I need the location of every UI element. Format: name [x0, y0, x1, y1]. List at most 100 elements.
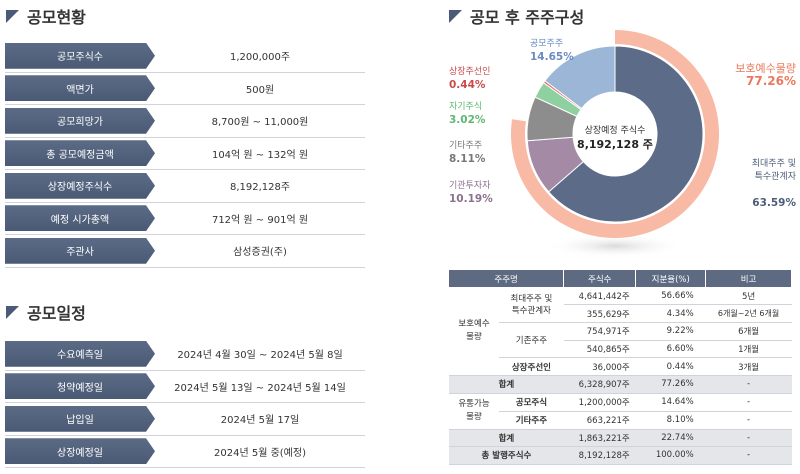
- section-marker-icon: [449, 9, 462, 23]
- sum1-pct: 77.26%: [635, 375, 706, 394]
- schedule-row: 청약예정일 2024년 5월 13일 ~ 2024년 5월 14일: [5, 371, 365, 403]
- schedule-row: 납입일 2024년 5월 17일: [5, 403, 365, 436]
- offering-row: 공모희망가 8,700원 ~ 11,000원: [5, 105, 365, 138]
- free-row0-shares: 1,200,000주: [563, 393, 636, 412]
- lockup-group-cell: 보호예수 물량 최대주주 및 특수관계자 기존주주 상장주선인: [449, 287, 564, 376]
- offering-label: 총 공모예정금액: [5, 140, 155, 167]
- label-public-name: 공모주주: [530, 39, 564, 49]
- free-row1-label: 기타주주: [515, 416, 548, 427]
- label-lockup-name: 보호예수물량: [735, 62, 796, 75]
- row3-pct: 6.60%: [635, 340, 706, 359]
- offering-title-text: 공모현황: [27, 8, 86, 27]
- offering-value: 8,700원 ~ 11,000원: [211, 117, 309, 129]
- offering-row: 예정 시가총액 712억 원 ~ 901억 원: [5, 203, 365, 235]
- offering-row: 주관사 삼성증권(주): [5, 235, 365, 268]
- row1-pct: 4.34%: [635, 304, 706, 323]
- label-public: 공모주주 14.65%: [530, 38, 574, 64]
- row3-note: 1개월: [705, 340, 792, 359]
- total-label: 총 발행주식수: [449, 446, 564, 465]
- offering-value: 8,192,128주: [229, 182, 291, 194]
- row0-pct: 56.66%: [635, 287, 706, 306]
- label-other: 기타주주 8.11%: [449, 140, 485, 166]
- row2-shares: 754,971주: [563, 322, 636, 341]
- offering-value: 삼성증권(주): [233, 247, 287, 259]
- adv-label: 상장주선인: [511, 362, 551, 373]
- label-treasury-name: 자기주식: [449, 102, 483, 112]
- schedule-table: 수요예측일 2024년 4월 30일 ~ 2024년 5월 8일 청약예정일 2024…: [5, 338, 365, 468]
- offering-label: 상장예정주식수: [5, 172, 155, 199]
- row2-pct: 9.22%: [635, 322, 706, 341]
- composition-title-text: 공모 후 주주구성: [470, 8, 585, 27]
- header-holder: 주주명: [449, 270, 565, 287]
- label-lockup: 보호예수물량 77.26%: [718, 62, 796, 88]
- free-row1-shares: 663,221주: [563, 411, 636, 430]
- schedule-value: 2024년 5월 중(예정): [214, 447, 306, 459]
- header-note: 비고: [705, 270, 792, 287]
- schedule-section-title: 공모일정: [6, 300, 86, 324]
- free-row1-pct: 8.10%: [635, 411, 706, 430]
- label-lockup-pct: 77.26%: [746, 74, 796, 88]
- row0-shares: 4,641,442주: [563, 287, 636, 306]
- table-row: 보호예수 물량 최대주주 및 특수관계자 기존주주 상장주선인 4,641,44…: [449, 287, 792, 376]
- table-row: 754,971주 9.22% 6개월: [449, 322, 792, 341]
- label-treasury-pct: 3.02%: [449, 114, 486, 126]
- header-pct: 지분율(%): [635, 270, 707, 287]
- table-row-sum2: 합계 1,863,221주 22.74% -: [449, 429, 792, 448]
- offering-label: 예정 시가총액: [5, 205, 155, 232]
- schedule-label: 상장예정일: [5, 438, 155, 465]
- label-major: 최대주주 및 특수관계자 63.59%: [740, 145, 796, 223]
- offering-value: 1,200,000주: [229, 52, 291, 64]
- row4-shares: 36,000주: [563, 357, 636, 376]
- row4-note: 3개월: [705, 357, 792, 376]
- sum1-shares: 6,328,907주: [563, 375, 636, 394]
- header-shares: 주식수: [563, 270, 637, 287]
- label-inst-pct: 10.19%: [449, 193, 493, 205]
- row2-note: 6개월: [705, 322, 792, 341]
- free-row1-note: -: [705, 411, 792, 430]
- total-shares: 8,192,128주: [563, 446, 636, 465]
- offering-row: 공모주식수 1,200,000주: [5, 40, 365, 73]
- schedule-label: 수요예측일: [5, 340, 155, 367]
- shareholder-table: 주주명 주식수 지분율(%) 비고 보호예수 물량 최대주주 및 특수관계자 기…: [449, 270, 792, 465]
- offering-value: 500원: [245, 84, 275, 96]
- total-note: -: [705, 446, 792, 465]
- row4-pct: 0.44%: [635, 357, 706, 376]
- schedule-value: 2024년 5월 13일 ~ 2024년 5월 14일: [174, 382, 346, 394]
- sum2-label: 합계: [449, 429, 564, 448]
- table-row-sum1: 합계 6,328,907주 77.26% -: [449, 375, 792, 394]
- schedule-label: 청약예정일: [5, 373, 155, 400]
- offering-value: 104억 원 ~ 132억 원: [211, 149, 309, 161]
- section-marker-icon: [6, 9, 19, 23]
- free-row0-label: 공모주식: [499, 394, 564, 412]
- label-public-pct: 14.65%: [530, 51, 574, 63]
- sum2-pct: 22.74%: [635, 429, 706, 448]
- label-major-pct: 63.59%: [752, 197, 796, 209]
- center-value: 8,192,128 주: [577, 138, 653, 151]
- free-group-cell: 유통가능 물량 공모주식 기타주주: [449, 393, 564, 430]
- sum2-note: -: [705, 429, 792, 448]
- label-listed-adv-pct: 0.44%: [449, 79, 486, 91]
- table-row: 540,865주 6.60% 1개월: [449, 340, 792, 359]
- row1-shares: 355,629주: [563, 304, 636, 323]
- sum1-label: 합계: [449, 375, 564, 394]
- label-listed-adv: 상장주선인 0.44%: [449, 66, 490, 92]
- section-marker-icon: [6, 305, 19, 319]
- row1-note: 6개월~2년 6개월: [705, 304, 792, 323]
- major-label: 최대주주 및 특수관계자: [499, 287, 564, 323]
- existing-label: 기존주주: [499, 323, 564, 358]
- schedule-title-text: 공모일정: [27, 304, 86, 323]
- shareholder-donut-chart: 상장예정 주식수 8,192,128 주: [511, 30, 719, 258]
- sum1-note: -: [705, 375, 792, 394]
- schedule-row: 상장예정일 2024년 5월 중(예정): [5, 436, 365, 468]
- row0-note: 5년: [705, 287, 792, 306]
- offering-row: 총 공모예정금액 104억 원 ~ 132억 원: [5, 138, 365, 170]
- table-row-total: 총 발행주식수 8,192,128주 100.00% -: [449, 446, 792, 465]
- schedule-row: 수요예측일 2024년 4월 30일 ~ 2024년 5월 8일: [5, 338, 365, 371]
- free-row0-pct: 14.64%: [635, 393, 706, 412]
- label-other-pct: 8.11%: [449, 153, 486, 165]
- chart-shadow: [545, 234, 685, 258]
- donut-hole: [573, 92, 657, 176]
- offering-value: 712억 원 ~ 901억 원: [211, 214, 309, 226]
- free-group-label: 유통가능 물량: [458, 399, 490, 423]
- label-major-name: 최대주주 및 특수관계자: [751, 159, 796, 182]
